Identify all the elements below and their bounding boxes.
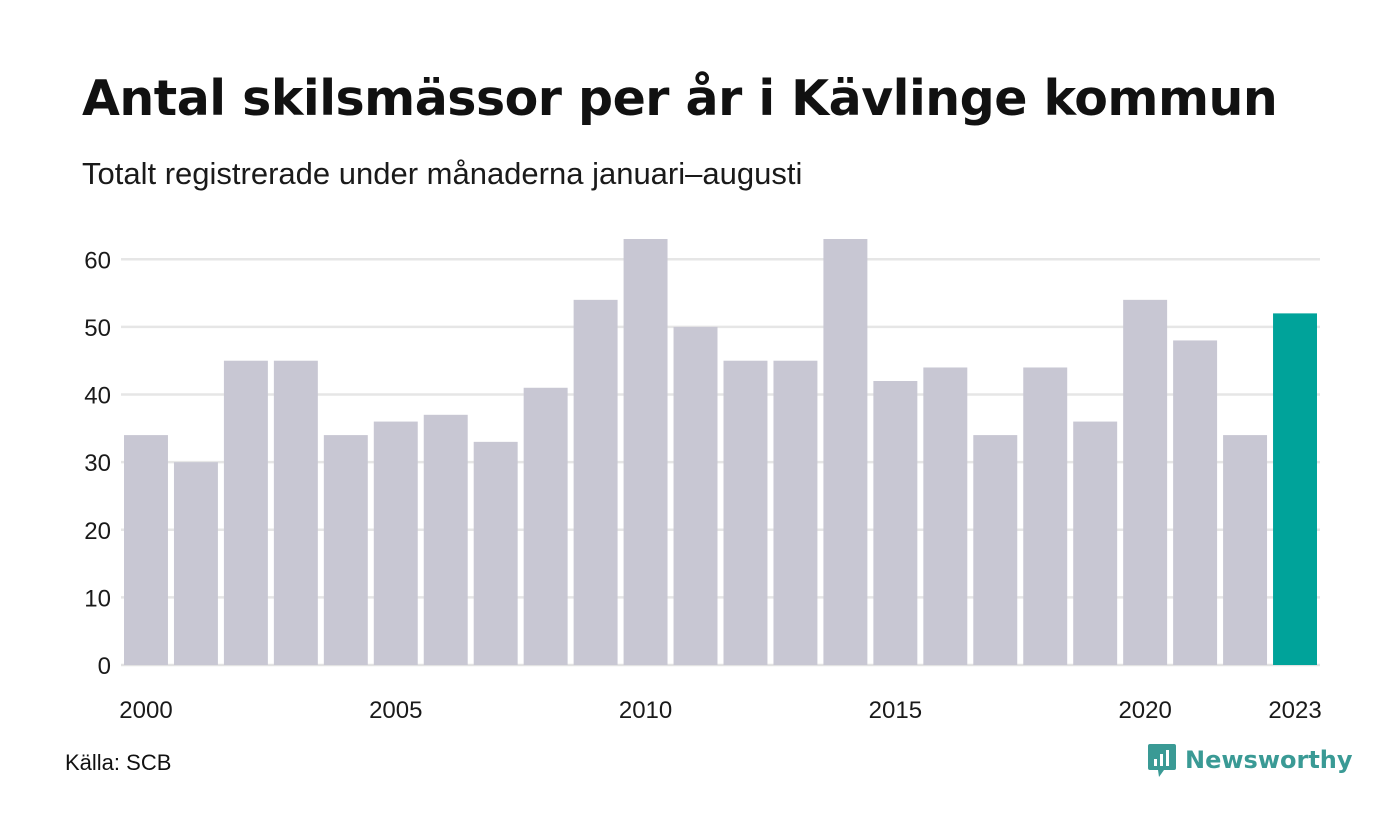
bar-2010: [623, 239, 668, 665]
x-tick-label: 2010: [619, 697, 672, 724]
bar-2013: [773, 360, 818, 665]
y-tick-label: 30: [84, 450, 111, 477]
newsworthy-logo-icon: [1148, 744, 1176, 777]
y-tick-label: 50: [84, 315, 111, 342]
y-tick-label: 0: [98, 653, 111, 680]
x-tick-label: 2023: [1268, 697, 1321, 724]
source-note: Källa: SCB: [65, 750, 172, 775]
bar-2020: [1123, 299, 1168, 665]
gridlines: [121, 258, 1320, 667]
bar-2006: [423, 414, 468, 665]
y-axis-ticks: 0 10 20 30 40 50 60: [84, 247, 111, 680]
bar-2014: [823, 239, 868, 665]
y-tick-label: 20: [84, 518, 111, 545]
x-tick-label: 2000: [119, 697, 172, 724]
bar-2000: [124, 435, 168, 665]
bar-2002: [223, 360, 268, 665]
bars: [124, 239, 1317, 665]
bar-2021: [1173, 340, 1218, 665]
chart-subtitle: Totalt registrerade under månaderna janu…: [82, 156, 803, 191]
y-tick-label: 40: [84, 383, 111, 410]
y-tick-label: 60: [84, 247, 111, 274]
bar-2009: [573, 299, 618, 665]
bar-2004: [323, 435, 368, 665]
newsworthy-logo: Newsworthy: [1147, 742, 1353, 778]
bar-2015: [873, 381, 918, 665]
bar-2022: [1223, 435, 1268, 665]
bar-2003: [273, 360, 318, 665]
bar-2017: [973, 435, 1018, 665]
x-tick-label: 2015: [869, 697, 922, 724]
bar-2005: [373, 421, 418, 665]
bar-2016: [923, 367, 968, 665]
bar-2007: [473, 441, 518, 665]
chart-title: Antal skilsmässor per år i Kävlinge komm…: [82, 70, 1278, 127]
bar-2018: [1023, 367, 1068, 665]
x-axis-ticks: 2000 2005 2010 2015 2020 2023: [119, 697, 1321, 724]
bar-chart: 0 10 20 30 40 50 60 2000 2005 2010 2015 2020 2023: [84, 239, 1322, 724]
bar-2019: [1073, 421, 1118, 665]
y-tick-label: 10: [84, 585, 111, 612]
bar-2001: [173, 462, 218, 665]
bar-2023: [1273, 313, 1317, 665]
bar-2008: [523, 387, 568, 665]
x-tick-label: 2020: [1118, 697, 1171, 724]
brand-name: Newsworthy: [1185, 746, 1353, 774]
x-tick-label: 2005: [369, 697, 422, 724]
bar-2011: [673, 326, 718, 665]
bar-2012: [723, 360, 768, 665]
